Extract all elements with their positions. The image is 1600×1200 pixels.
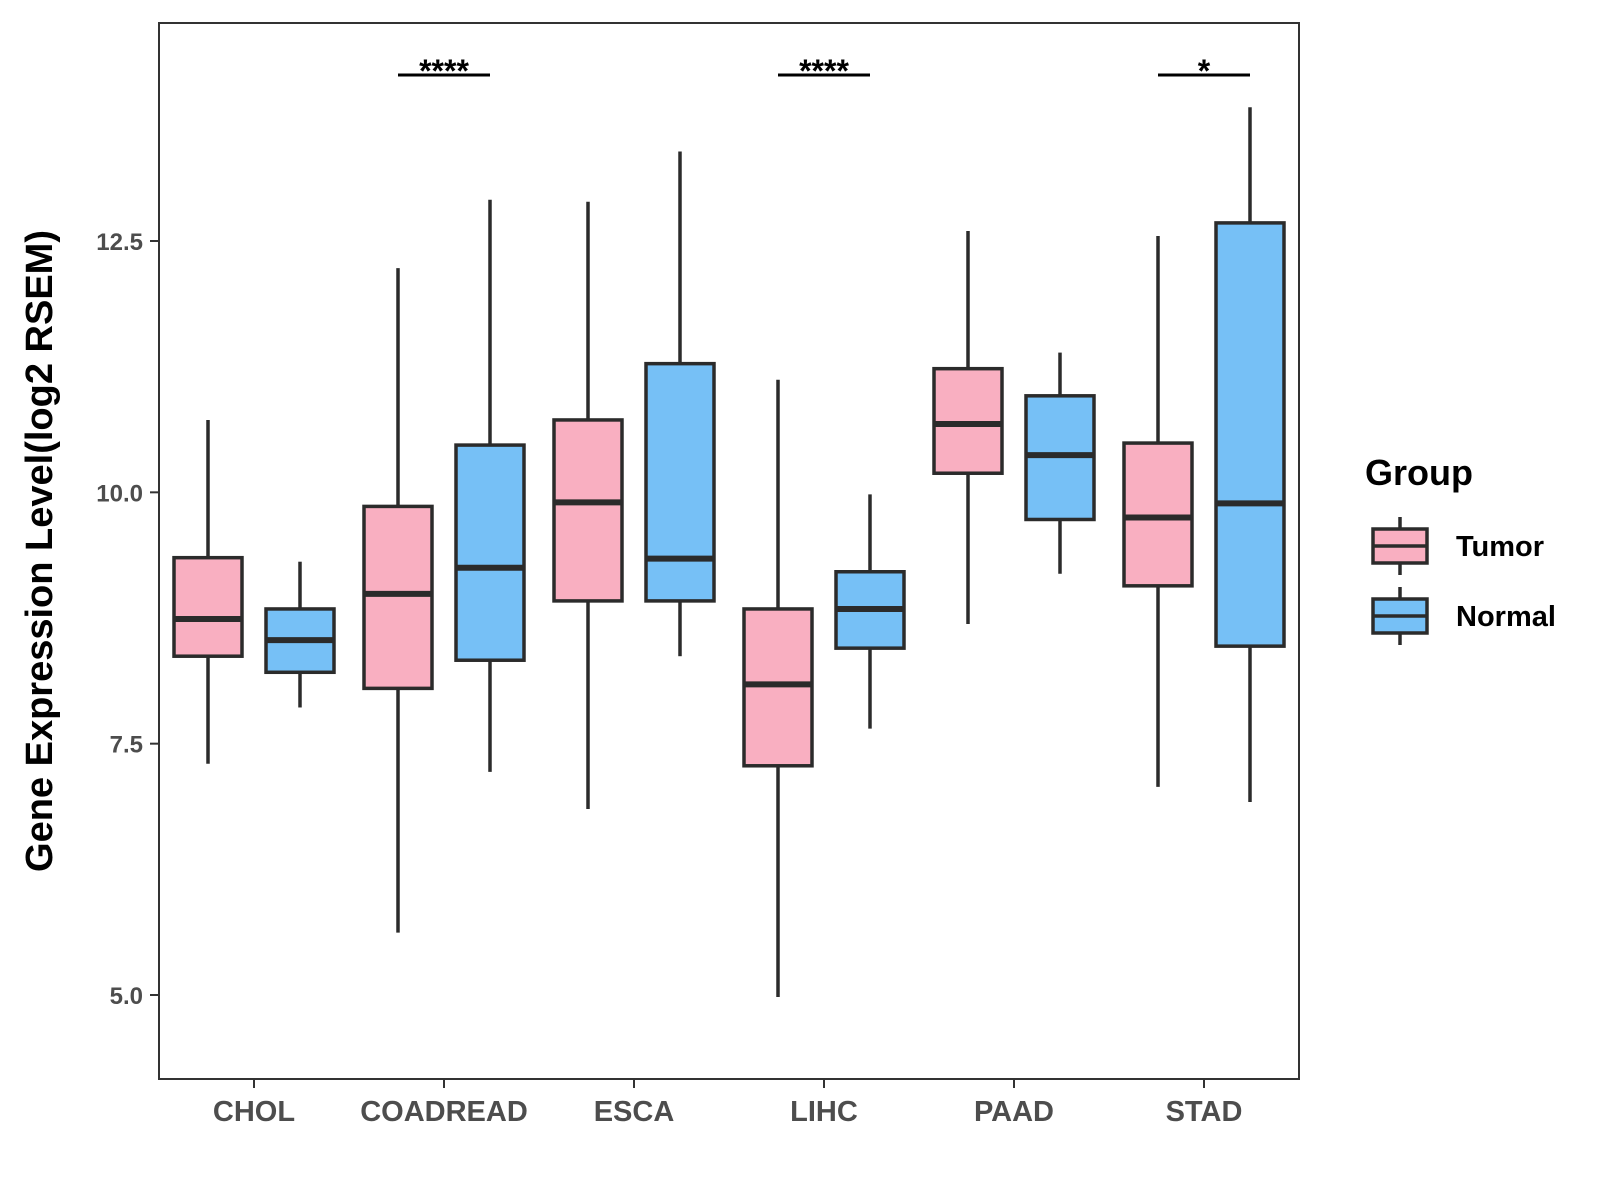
x-tick-label-chol: CHOL bbox=[213, 1096, 295, 1128]
x-tick-label-coadread: COADREAD bbox=[360, 1096, 528, 1128]
marks-layer: **** **** * bbox=[172, 53, 1286, 998]
normal-esca-box bbox=[644, 361, 716, 603]
x-tick-label-esca: ESCA bbox=[594, 1096, 675, 1128]
normal-stad-box bbox=[1214, 221, 1286, 648]
tumor-lihc-box bbox=[742, 607, 814, 768]
significance-label-lihc: **** bbox=[799, 53, 849, 89]
legend-label-tumor: Tumor bbox=[1456, 531, 1544, 563]
axis-layer: 5.0 7.5 10.0 12.5 CHOL COADREAD ESCA LIHC PAAD ST… bbox=[96, 229, 1242, 1128]
tumor-paad-box bbox=[932, 366, 1004, 475]
y-tick-label: 5.0 bbox=[110, 983, 143, 1010]
tumor-chol-box bbox=[172, 555, 244, 658]
normal-coadread-box bbox=[454, 443, 526, 662]
y-tick-label: 10.0 bbox=[96, 480, 143, 507]
legend-label-normal: Normal bbox=[1456, 601, 1556, 633]
significance-label-coadread: **** bbox=[419, 53, 469, 89]
tumor-stad-box bbox=[1122, 441, 1194, 588]
x-tick-label-stad: STAD bbox=[1166, 1096, 1243, 1128]
y-tick-label: 7.5 bbox=[110, 732, 143, 759]
y-axis-title: Gene Expression Level(log2 RSEM) bbox=[19, 230, 61, 872]
y-tick-label: 12.5 bbox=[96, 229, 143, 256]
significance-label-stad: * bbox=[1198, 53, 1211, 89]
legend: Group Tumor Normal bbox=[1365, 452, 1556, 645]
x-tick-label-paad: PAAD bbox=[974, 1096, 1054, 1128]
plot-panel-border bbox=[158, 22, 1300, 1080]
legend-title: Group bbox=[1365, 452, 1473, 493]
tumor-esca-box bbox=[552, 418, 624, 603]
x-tick-label-lihc: LIHC bbox=[790, 1096, 858, 1128]
tumor-coadread-box bbox=[362, 504, 434, 691]
